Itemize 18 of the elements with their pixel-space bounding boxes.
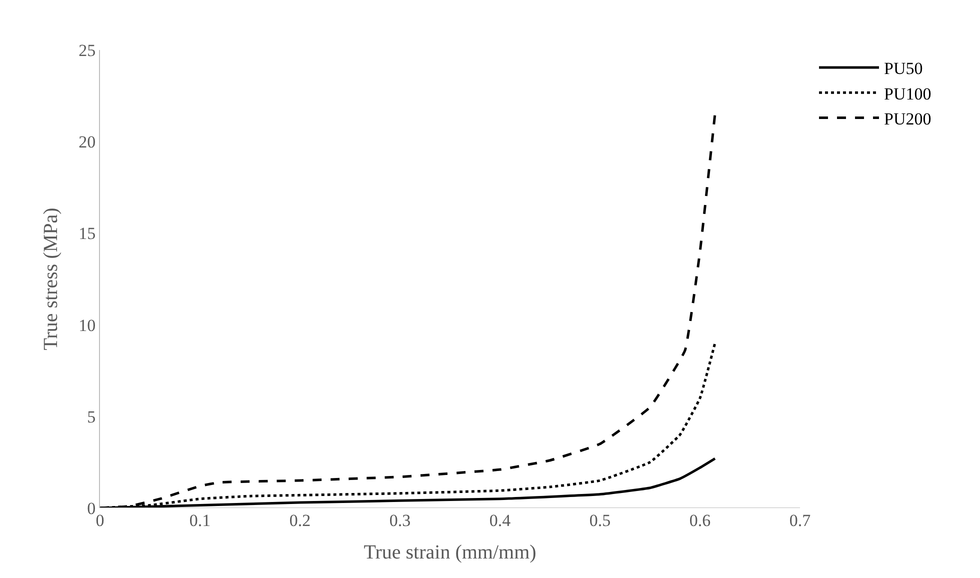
y-axis-title: True stress (MPa) — [40, 208, 62, 350]
y-tick-label: 25 — [78, 40, 96, 60]
y-tick-label: 10 — [78, 316, 96, 335]
x-tick-label: 0.3 — [389, 511, 411, 530]
x-tick-label: 0.4 — [489, 511, 512, 530]
x-axis-title: True strain (mm/mm) — [364, 542, 536, 564]
legend-label: PU200 — [884, 109, 932, 128]
legend-label: PU50 — [884, 59, 923, 78]
y-tick-label: 0 — [87, 498, 96, 518]
legend-label: PU100 — [884, 84, 932, 104]
x-tick-label: 0.5 — [589, 511, 611, 530]
y-tick-label: 15 — [78, 224, 96, 244]
x-tick-label: 0.6 — [689, 511, 711, 530]
x-tick-label: 0.7 — [789, 511, 812, 530]
y-tick-label: 20 — [78, 132, 96, 152]
x-tick-label: 0.1 — [189, 511, 211, 530]
x-tick-label: 0.2 — [289, 511, 311, 530]
y-tick-label: 5 — [87, 407, 96, 426]
